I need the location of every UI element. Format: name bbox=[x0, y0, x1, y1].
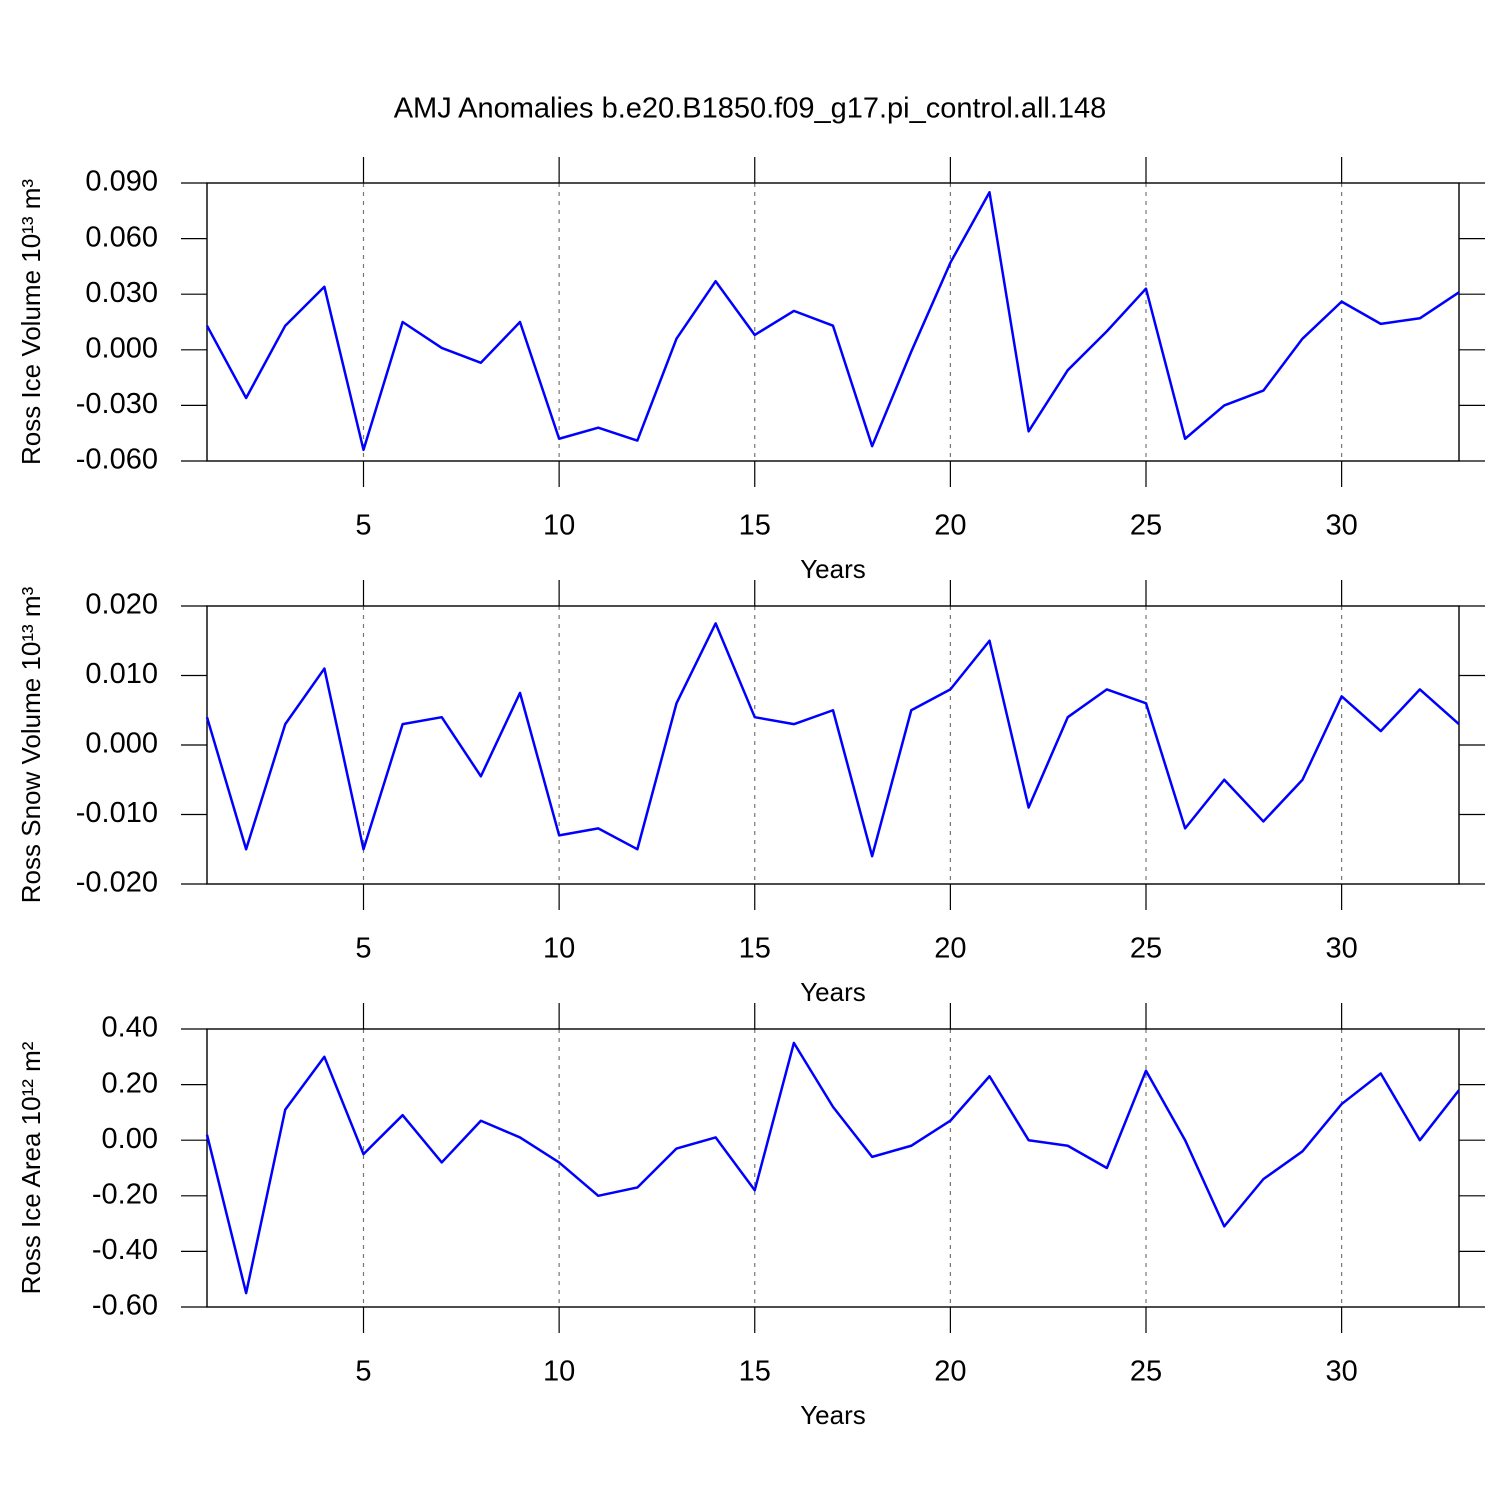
x-tick-label: 25 bbox=[1130, 933, 1162, 965]
y-tick-label: 0.060 bbox=[85, 221, 158, 253]
y-axis-label: Ross Ice Volume 10¹³ m³ bbox=[16, 179, 46, 465]
plot-frame bbox=[206, 1028, 1460, 1308]
x-tick-label: 10 bbox=[543, 933, 575, 965]
x-tick-label: 15 bbox=[739, 1356, 771, 1388]
x-tick-label: 10 bbox=[543, 510, 575, 542]
x-tick-label: 30 bbox=[1325, 933, 1357, 965]
x-tick-label: 5 bbox=[355, 933, 371, 965]
x-tick-label: 5 bbox=[355, 510, 371, 542]
y-axis-label: Ross Ice Area 10¹² m² bbox=[16, 1041, 46, 1294]
x-tick-label: 30 bbox=[1325, 1356, 1357, 1388]
data-line bbox=[205, 191, 1460, 452]
x-tick-label: 10 bbox=[543, 1356, 575, 1388]
y-axis-label: Ross Snow Volume 10¹³ m³ bbox=[16, 586, 46, 903]
x-tick-label: 25 bbox=[1130, 510, 1162, 542]
x-tick-label: 15 bbox=[739, 510, 771, 542]
x-tick-label: 20 bbox=[934, 933, 966, 965]
y-tick-label: 0.030 bbox=[85, 277, 158, 309]
y-tick-label: -0.60 bbox=[92, 1290, 158, 1322]
y-tick-label: 0.020 bbox=[85, 589, 158, 621]
x-tick-label: 20 bbox=[934, 1356, 966, 1388]
y-tick-label: 0.000 bbox=[85, 728, 158, 760]
y-tick-label: -0.030 bbox=[76, 388, 158, 420]
x-axis-label: Years bbox=[800, 1400, 866, 1430]
x-tick-label: 5 bbox=[355, 1356, 371, 1388]
x-axis-label: Years bbox=[800, 977, 866, 1007]
y-tick-label: -0.020 bbox=[76, 867, 158, 899]
x-tick-label: 30 bbox=[1325, 510, 1357, 542]
x-tick-label: 20 bbox=[934, 510, 966, 542]
y-tick-label: 0.010 bbox=[85, 658, 158, 690]
y-tick-label: 0.090 bbox=[85, 166, 158, 198]
chart-title: AMJ Anomalies b.e20.B1850.f09_g17.pi_con… bbox=[394, 93, 1107, 125]
y-tick-label: 0.00 bbox=[102, 1123, 158, 1155]
x-tick-label: 25 bbox=[1130, 1356, 1162, 1388]
x-tick-label: 15 bbox=[739, 933, 771, 965]
data-line bbox=[205, 622, 1460, 858]
data-line bbox=[205, 1041, 1460, 1295]
y-tick-label: 0.40 bbox=[102, 1012, 158, 1044]
plot-frame bbox=[206, 605, 1460, 885]
y-tick-label: -0.20 bbox=[92, 1178, 158, 1210]
y-tick-label: -0.010 bbox=[76, 797, 158, 829]
y-tick-label: -0.060 bbox=[76, 444, 158, 476]
x-axis-label: Years bbox=[800, 554, 866, 584]
y-tick-label: 0.000 bbox=[85, 332, 158, 364]
plot-frame bbox=[206, 182, 1460, 462]
y-tick-label: -0.40 bbox=[92, 1234, 158, 1266]
y-tick-label: 0.20 bbox=[102, 1067, 158, 1099]
